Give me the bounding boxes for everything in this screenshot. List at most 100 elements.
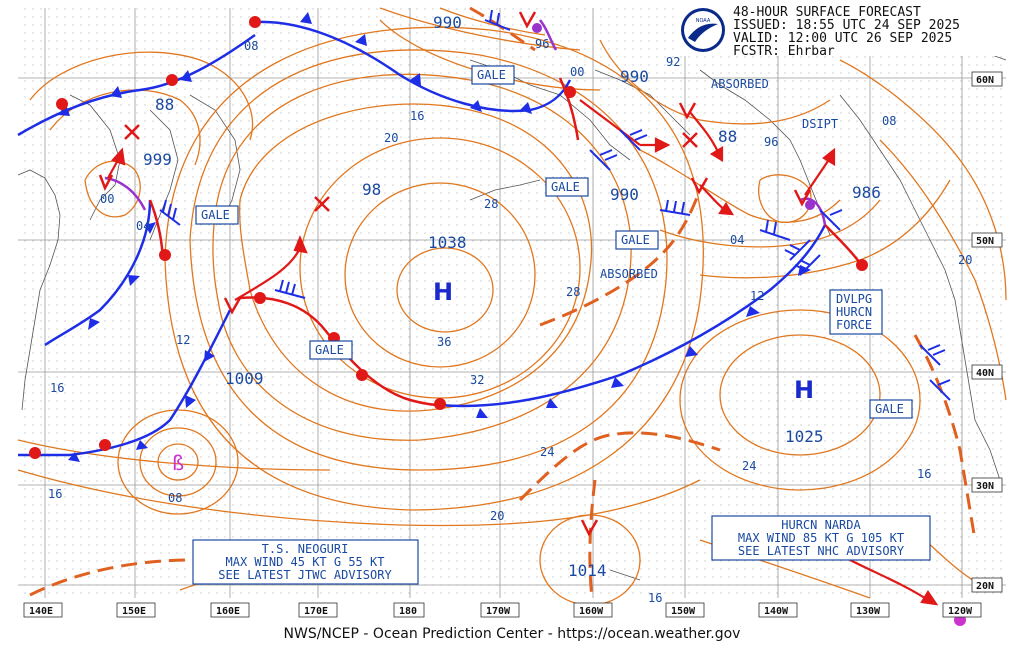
narda-line2: MAX WIND 85 KT G 105 KT [738,531,904,545]
pressure-low-4: 999 [143,150,172,169]
low-center-4 [690,177,709,195]
isobars [17,7,1007,606]
lat-label: 50N [976,236,994,247]
dsipt-label: DSIPT [802,117,838,131]
pressure-low-7: 88 [718,127,737,146]
cold-fronts [17,20,827,457]
isobar-label: 12 [750,289,764,303]
lon-label: 140E [29,606,53,617]
pressure-low-14: 96 [535,37,549,51]
absorbed-label: ABSORBED [711,77,769,91]
header-block: NOAA 48-HOUR SURFACE FORECAST ISSUED: 18… [676,4,1004,59]
gale-label: GALE [315,343,344,357]
neoguri-advisory-box: T.S. NEOGURI MAX WIND 45 KT G 55 KT SEE … [192,539,419,585]
lat-label: 60N [976,75,994,86]
isobar-label: 24 [540,445,554,459]
storm-tracks [107,99,939,606]
low-centers [98,11,812,537]
gale-label: GALE [875,402,904,416]
lat-label: 30N [976,481,994,492]
warm-front-bumps [29,16,868,459]
pressure-low-1: 990 [433,13,462,32]
neoguri-line2: MAX WIND 45 KT G 55 KT [226,555,385,569]
isobar-label: 28 [566,285,580,299]
lon-label: 160E [216,606,240,617]
lon-label: 120W [948,606,973,617]
header-line3: VALID: 12:00 UTC 26 SEP 2025 [733,31,952,46]
isobar-label: 16 [410,109,424,123]
pressure-high-east: 1025 [785,427,824,446]
neoguri-line1: T.S. NEOGURI [262,542,349,556]
pressure-low-12: 00 [570,65,584,79]
isobar-label: 16 [648,591,662,605]
pressure-low-2: 990 [620,67,649,86]
gale-label: GALE [477,68,506,82]
isobar-label: 04 [136,219,150,233]
footer-credit: NWS/NCEP - Ocean Prediction Center - htt… [283,626,741,642]
dvlpg-line2: HURCN [836,305,872,319]
high-main-symbol: H [433,278,453,306]
wind-barbs [159,9,951,401]
low-center-7 [98,174,114,191]
isobar-label: 08 [244,39,258,53]
isobar-label: 20 [490,509,504,523]
isobar-label: 16 [48,487,62,501]
pressure-high-main: 1038 [428,233,467,252]
pressure-low-6: 88 [155,95,174,114]
isobar-label: 12 [176,333,190,347]
isobar-label: 04 [730,233,744,247]
narda-line3: SEE LATEST NHC ADVISORY [738,544,905,558]
low-center-5 [793,189,812,207]
absorbed-label: ABSORBED [600,267,658,281]
lon-label: 140W [764,606,789,617]
dvlpg-line3: FORCE [836,318,872,332]
isobar-label: 32 [470,373,484,387]
pressure-low-5: 98 [362,180,381,199]
isobar-label: 08 [168,491,182,505]
isobar-label: 08 [882,114,896,128]
header-line1: 48-HOUR SURFACE FORECAST [733,5,921,20]
gale-label: GALE [621,233,650,247]
isobar-label: 36 [437,335,451,349]
low-center-2 [518,11,537,29]
lat-label: 40N [976,368,994,379]
lon-label: 150W [671,606,696,617]
pressure-low-9: 986 [852,183,881,202]
lat-label: 20N [976,581,994,592]
isobar-label: 20 [384,131,398,145]
tropical-storm-neoguri-icon: ß [172,451,184,475]
noaa-logo-text: NOAA [696,18,711,24]
high-east-symbol: H [794,376,814,404]
lon-label: 150E [122,606,146,617]
pressure-low-3: 990 [610,185,639,204]
pressure-low-8: 1009 [225,369,264,388]
lon-label: 170E [304,606,328,617]
header-line2: ISSUED: 18:55 UTC 24 SEP 2025 [733,18,960,33]
lon-label: 170W [486,606,511,617]
narda-line1: HURCN NARDA [781,518,861,532]
pressure-low-11: 00 [100,192,114,206]
pressure-low-10: 1014 [568,561,607,580]
isobar-label: 16 [917,467,931,481]
lon-label: 180 [399,606,417,617]
gale-label: GALE [551,180,580,194]
lon-label: 160W [579,606,604,617]
lon-label: 130W [856,606,881,617]
header-line4: FCSTR: Ehrbar [733,44,835,59]
isobar-label: 96 [764,135,778,149]
narda-advisory-box: HURCN NARDA MAX WIND 85 KT G 105 KT SEE … [711,515,931,561]
dvlpg-line1: DVLPG [836,292,872,306]
troughs [29,6,977,599]
isobar-label: 28 [484,197,498,211]
gale-label: GALE [201,208,230,222]
low-center-3 [678,102,697,120]
low-center-6 [580,519,599,537]
isobar-label: 16 [50,381,64,395]
neoguri-line3: SEE LATEST JTWC ADVISORY [218,568,392,582]
isobar-label: 20 [958,253,972,267]
gale-labels: GALE GALE GALE GALE GALE GALE [195,65,913,419]
pressure-low-13: 92 [666,55,680,69]
isobar-label: 24 [742,459,756,473]
low-center-1 [223,297,242,315]
